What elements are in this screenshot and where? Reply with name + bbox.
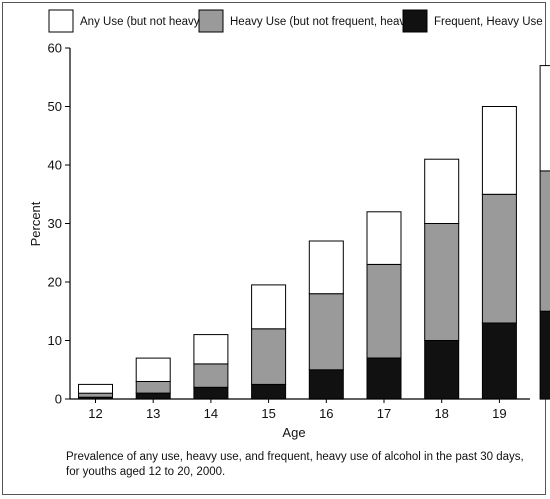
legend-swatch (402, 9, 428, 33)
bar-15-series-0 (251, 383, 287, 400)
bar-20-series-2 (539, 65, 550, 172)
bar-17-series-2 (366, 211, 402, 265)
bar-18-series-0 (424, 340, 460, 400)
axes: 0102030405060121314151617181920 (48, 41, 550, 422)
bar-12-series-1 (78, 392, 113, 398)
bar-20-series-0 (539, 310, 550, 400)
x-tick-label: 12 (88, 406, 102, 421)
caption-line-1: Prevalence of any use, heavy use, and fr… (66, 451, 524, 463)
caption-line-2: for youths aged 12 to 20, 2000. (66, 466, 226, 478)
bar-14-series-0 (193, 386, 229, 400)
bar-17-series-0 (366, 357, 402, 400)
bar-17-series-1 (366, 263, 402, 359)
bar-16-series-2 (308, 240, 344, 295)
bar-18-series-1 (424, 223, 460, 341)
legend-swatch (198, 9, 224, 33)
figure-caption: Prevalence of any use, heavy use, and fr… (66, 450, 536, 480)
bar-15-series-2 (251, 284, 287, 330)
bar-18-series-2 (424, 158, 460, 224)
y-tick-label: 60 (48, 41, 62, 56)
x-tick-label: 18 (434, 406, 448, 421)
y-tick-label: 20 (48, 275, 62, 290)
x-tick-label: 15 (261, 406, 275, 421)
legend-swatch (48, 9, 74, 33)
x-tick-label: 13 (146, 406, 160, 421)
bar-19-series-2 (481, 106, 517, 195)
y-tick-label: 10 (48, 333, 62, 348)
bar-15-series-1 (251, 328, 287, 385)
legend-label: Any Use (but not heavy) (80, 16, 204, 28)
x-tick-label: 14 (204, 406, 218, 421)
legend: Any Use (but not heavy) Heavy Use (but no… (48, 9, 543, 33)
bar-13-series-0 (135, 392, 171, 400)
y-tick-label: 0 (55, 392, 62, 407)
bars (78, 65, 550, 400)
legend-label: Heavy Use (but not frequent, heavy) (230, 16, 415, 28)
bar-14-series-2 (193, 334, 229, 365)
x-tick-label: 17 (377, 406, 391, 421)
y-tick-label: 50 (48, 99, 62, 114)
bar-16-series-0 (308, 369, 344, 400)
x-axis-label: Age (282, 425, 305, 440)
bar-13-series-1 (135, 380, 171, 394)
x-tick-label: 19 (492, 406, 506, 421)
bar-16-series-1 (308, 293, 344, 371)
y-tick-label: 40 (48, 158, 62, 173)
legend-label: Frequent, Heavy Use (434, 16, 543, 28)
bar-12-series-2 (78, 383, 113, 394)
bar-19-series-1 (481, 193, 517, 324)
bar-19-series-0 (481, 322, 517, 400)
y-axis-label: Percent (28, 201, 43, 246)
x-tick-label: 16 (319, 406, 333, 421)
y-tick-label: 30 (48, 216, 62, 231)
bar-20-series-1 (539, 170, 550, 312)
bar-13-series-2 (135, 357, 171, 383)
bar-14-series-1 (193, 363, 229, 388)
